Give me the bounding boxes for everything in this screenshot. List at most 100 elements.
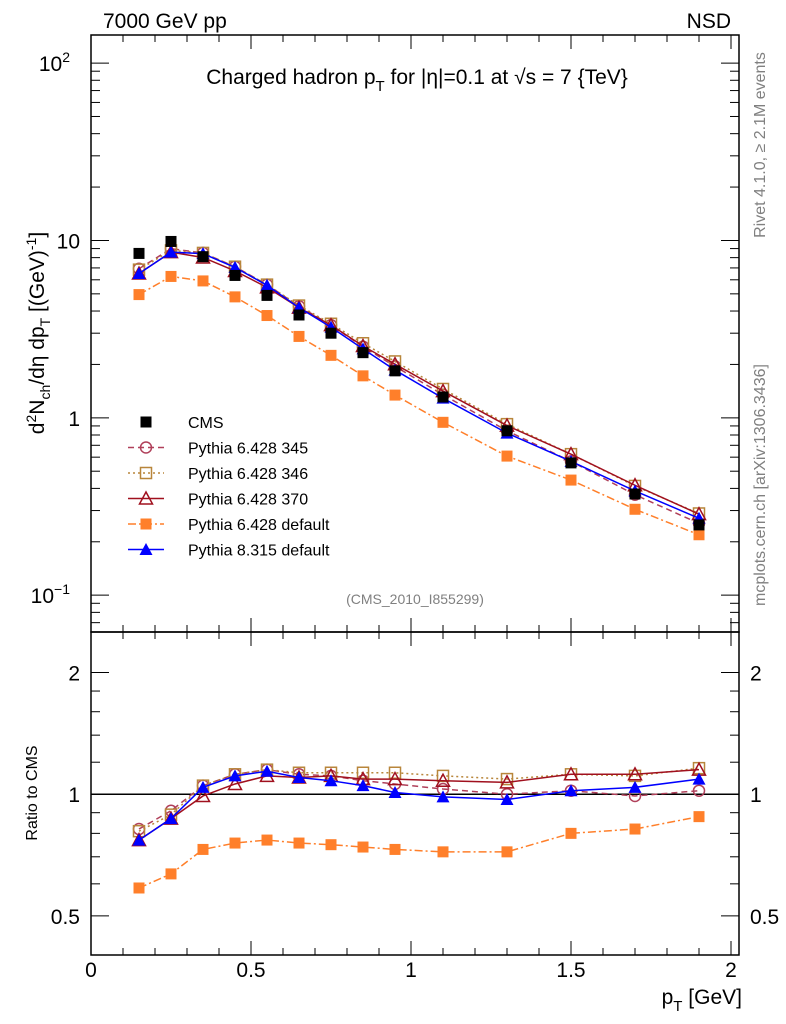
cms-data-point <box>565 457 577 469</box>
series-3-ratio-point <box>357 841 369 853</box>
series-3-ratio-point <box>293 837 305 849</box>
y-tick-label: 10−1 <box>31 581 71 608</box>
ylabel-b: N <box>26 400 49 415</box>
header-right: NSD <box>687 10 731 33</box>
legend-marker <box>138 490 154 505</box>
series-3-point <box>565 474 577 486</box>
cms-data-point <box>389 365 401 377</box>
series-4-ratio-point <box>228 769 242 782</box>
series-3-point <box>261 310 273 322</box>
title-sub: T <box>376 78 385 95</box>
series-4-ratio-point <box>692 772 706 785</box>
series-4-ratio-point <box>196 780 210 793</box>
legend-label: Pythia 6.428 370 <box>188 492 308 509</box>
title-post: for |η|=0.1 at √s = 7 {TeV} <box>385 66 628 89</box>
series-3-point <box>325 349 337 361</box>
x-tick-label: 1.5 <box>556 959 585 982</box>
series-3-point <box>693 529 705 541</box>
series-3-ratio-point <box>565 827 577 839</box>
series-2-ratio-line <box>138 768 700 841</box>
x-tick-label: 1 <box>405 959 417 982</box>
series-4-ratio-point <box>564 784 578 797</box>
legend-label: Pythia 6.428 345 <box>188 441 308 458</box>
series-3-ratio-line <box>138 815 700 889</box>
series-3-ratio-point <box>437 846 449 858</box>
cms-data-point <box>501 425 513 437</box>
series-3-point <box>501 450 513 462</box>
y-tick-base: 10 <box>39 53 62 76</box>
series-4-ratio-point <box>388 785 402 798</box>
series-3-point <box>293 330 305 342</box>
legend-label: Pythia 8.315 default <box>188 543 330 560</box>
series-3-point <box>133 289 145 301</box>
series-3-point <box>165 270 177 282</box>
ratio-y-tick-label-left: 0.5 <box>51 906 80 929</box>
ylabel-subch: ch <box>37 385 53 400</box>
legend-label: CMS <box>188 415 224 432</box>
header-left: 7000 GeV pp <box>103 10 227 33</box>
series-3-ratio-point <box>629 823 641 835</box>
ylabel-c: /dη dp <box>26 326 49 384</box>
cms-data-point <box>229 269 241 281</box>
cms-data-point <box>693 519 705 531</box>
series-1-ratio-point <box>388 766 402 780</box>
series-1-ratio-point <box>500 772 514 786</box>
ylabel-e: ] <box>26 232 49 238</box>
series-3-ratio-point <box>389 843 401 855</box>
series-4-ratio-point <box>628 780 642 793</box>
series-3-point <box>229 291 241 303</box>
series-3-ratio-point <box>693 811 705 823</box>
y-tick-exp: 2 <box>62 49 70 65</box>
series-4-ratio-point <box>436 790 450 803</box>
xlabel-sub: T <box>673 998 682 1015</box>
series-4-ratio-line <box>138 770 700 841</box>
cms-data-point <box>197 251 209 263</box>
x-tick-label: 2 <box>725 959 737 982</box>
cms-data-point <box>629 488 641 500</box>
cms-data-point <box>165 235 177 247</box>
series-2-ratio-point <box>195 787 211 803</box>
series-3-point <box>629 503 641 515</box>
x-tick-label: 0.5 <box>236 959 265 982</box>
series-4-ratio-point <box>500 793 514 806</box>
legend-marker <box>139 543 153 555</box>
x-tick-label: 0 <box>85 959 97 982</box>
series-3-ratio-point <box>197 843 209 855</box>
series-3-ratio-point <box>501 846 513 858</box>
rivet-info: Rivet 4.1.0, ≥ 2.1M events <box>752 52 769 238</box>
series-3-ratio-point <box>229 837 241 849</box>
ylabel-a: d <box>26 423 49 435</box>
legend-label: Pythia 6.428 346 <box>188 466 308 483</box>
ratio-y-tick-label-left: 1 <box>68 784 80 807</box>
series-4-ratio-point <box>132 833 146 846</box>
y-tick-base: 10 <box>57 230 80 253</box>
series-4-ratio-point <box>356 779 370 792</box>
series-0-ratio-point <box>692 784 706 797</box>
cms-data-point <box>133 247 145 259</box>
series-4-point <box>132 267 146 280</box>
cms-data-point <box>437 391 449 403</box>
ratio-y-tick-label-right: 2 <box>750 663 762 686</box>
legend-marker <box>140 416 152 428</box>
series-3-ratio-point <box>325 839 337 851</box>
series-4-point <box>228 260 242 273</box>
cms-data-point <box>357 347 369 359</box>
cms-data-point <box>293 309 305 321</box>
series-4-point <box>164 245 178 258</box>
series-4-ratio-point <box>260 764 274 777</box>
ratio-y-tick-label-right: 1 <box>750 784 762 807</box>
series-2-ratio-point <box>627 766 643 781</box>
legend: CMS Pythia 6.428 345 Pythia 6.428 346 Pythi… <box>128 415 330 560</box>
xlabel-post: [GeV] <box>682 986 742 1009</box>
series-3-ratio-point <box>165 868 177 880</box>
y-tick-label: 102 <box>39 49 70 76</box>
analysis-id: (CMS_2010_I855299) <box>346 591 484 607</box>
series-4-point <box>260 278 274 291</box>
series-4-ratio-point <box>292 770 306 783</box>
series-2-ratio-point <box>499 774 515 789</box>
series-2-ratio-point <box>387 771 403 786</box>
series-3-point <box>389 389 401 401</box>
cms-data-point <box>261 289 273 301</box>
legend-marker <box>139 441 153 454</box>
series-4-ratio-point <box>164 812 178 825</box>
